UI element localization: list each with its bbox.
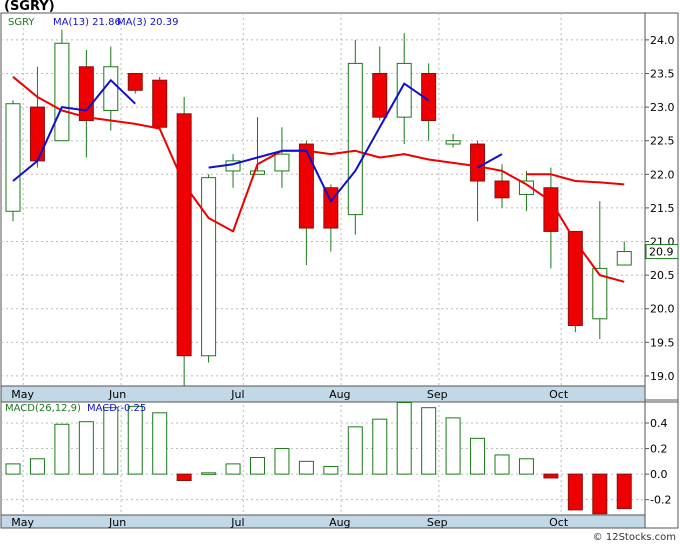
candle-down — [494, 180, 510, 199]
candle-down — [152, 79, 168, 128]
macd-bar — [201, 472, 217, 475]
price-x-tick-label: Aug — [329, 388, 350, 401]
candle-up — [274, 153, 290, 172]
macd-bar — [5, 463, 21, 475]
candle-down — [372, 72, 388, 118]
candle-up — [347, 62, 363, 216]
candle-up — [103, 66, 119, 111]
macd-bar — [298, 460, 314, 475]
macd-bar — [372, 418, 388, 475]
macd-y-tick-label: 0.4 — [650, 417, 668, 430]
macd-bar — [54, 423, 70, 475]
candle-down — [567, 230, 583, 327]
ma13-line — [526, 173, 625, 186]
macd-bar — [29, 458, 45, 475]
ma3-line — [477, 153, 503, 169]
macd-bar — [616, 473, 632, 510]
price-y-tick-label: 21.5 — [650, 202, 675, 215]
macd-bar — [494, 454, 510, 475]
price-y-tick-label: 23.0 — [650, 101, 675, 114]
candle-up — [592, 267, 608, 320]
macd-bar — [274, 448, 290, 475]
candle-down — [176, 113, 192, 357]
macd-bar — [323, 465, 339, 475]
macd-bar — [421, 407, 437, 475]
candle-up — [201, 177, 217, 357]
price-y-tick-label: 19.0 — [650, 370, 675, 383]
macd-bar — [470, 437, 486, 475]
price-y-tick-label: 22.5 — [650, 135, 675, 148]
site-credit: © 12Stocks.com — [592, 532, 676, 543]
candle-down — [29, 106, 45, 162]
price-x-tick-label: Oct — [549, 388, 569, 401]
macd-bar — [103, 407, 119, 475]
candle-up — [54, 42, 70, 142]
ma13-line — [12, 76, 625, 283]
macd-x-tick-label: May — [11, 516, 34, 529]
ma3-line — [208, 82, 430, 203]
macd-y-tick-label: 0.2 — [650, 443, 668, 456]
candle-up — [5, 103, 21, 212]
macd-bar — [567, 473, 583, 511]
price-x-tick-label: Jun — [108, 388, 126, 401]
macd-x-tick-label: Jul — [230, 516, 244, 529]
candle-down — [470, 143, 486, 182]
macd-bar — [518, 458, 534, 475]
macd-bar — [347, 426, 363, 475]
macd-bar — [176, 473, 192, 482]
price-x-axis-band — [0, 385, 646, 403]
macd-x-tick-label: Sep — [427, 516, 448, 529]
macd-x-tick-label: Oct — [549, 516, 569, 529]
price-y-tick-label: 22.0 — [650, 168, 675, 181]
candle-up — [518, 180, 534, 195]
price-x-tick-label: Jul — [230, 388, 244, 401]
price-y-tick-label: 20.0 — [650, 303, 675, 316]
candle-up — [396, 62, 412, 118]
macd-y-tick-label: -0.2 — [650, 494, 671, 507]
candle-up — [616, 251, 632, 266]
candle-down — [421, 72, 437, 122]
macd-x-axis-band — [0, 514, 646, 529]
price-x-tick-label: May — [11, 388, 34, 401]
macd-bar — [152, 412, 168, 475]
macd-bar — [225, 463, 241, 475]
price-legend-item: MA(13) 21.86 — [53, 17, 121, 28]
price-y-tick-label: 24.0 — [650, 34, 675, 47]
ma3-line — [12, 79, 136, 182]
price-y-tick-label: 19.5 — [650, 336, 675, 349]
price-x-tick-label: Sep — [427, 388, 448, 401]
last-price-label: 20.9 — [649, 246, 674, 259]
candle-down — [78, 66, 94, 122]
last-price-box — [645, 244, 679, 260]
macd-bar — [445, 417, 461, 475]
price-legend-item: SGRY — [8, 17, 35, 28]
candle-down — [127, 72, 143, 91]
macd-legend-item: MACD:-0.25 — [87, 403, 146, 414]
macd-bar — [127, 405, 143, 475]
macd-bar — [543, 473, 559, 479]
macd-bar — [592, 473, 608, 515]
macd-bar — [78, 421, 94, 475]
price-legend-item: MA(3) 20.39 — [117, 17, 178, 28]
candle-up — [445, 140, 461, 145]
price-y-tick-label: 23.5 — [650, 67, 675, 80]
macd-legend-item: MACD(26,12,9) — [5, 403, 81, 414]
price-y-tick-label: 20.5 — [650, 269, 675, 282]
macd-bar — [250, 457, 265, 475]
candle-up — [250, 170, 265, 175]
macd-bar — [396, 402, 412, 475]
macd-x-tick-label: Aug — [329, 516, 350, 529]
macd-y-tick-label: 0.0 — [650, 468, 668, 481]
chart-title: (SGRY) — [4, 0, 55, 14]
macd-x-tick-label: Jun — [108, 516, 126, 529]
candle-down — [298, 143, 314, 229]
